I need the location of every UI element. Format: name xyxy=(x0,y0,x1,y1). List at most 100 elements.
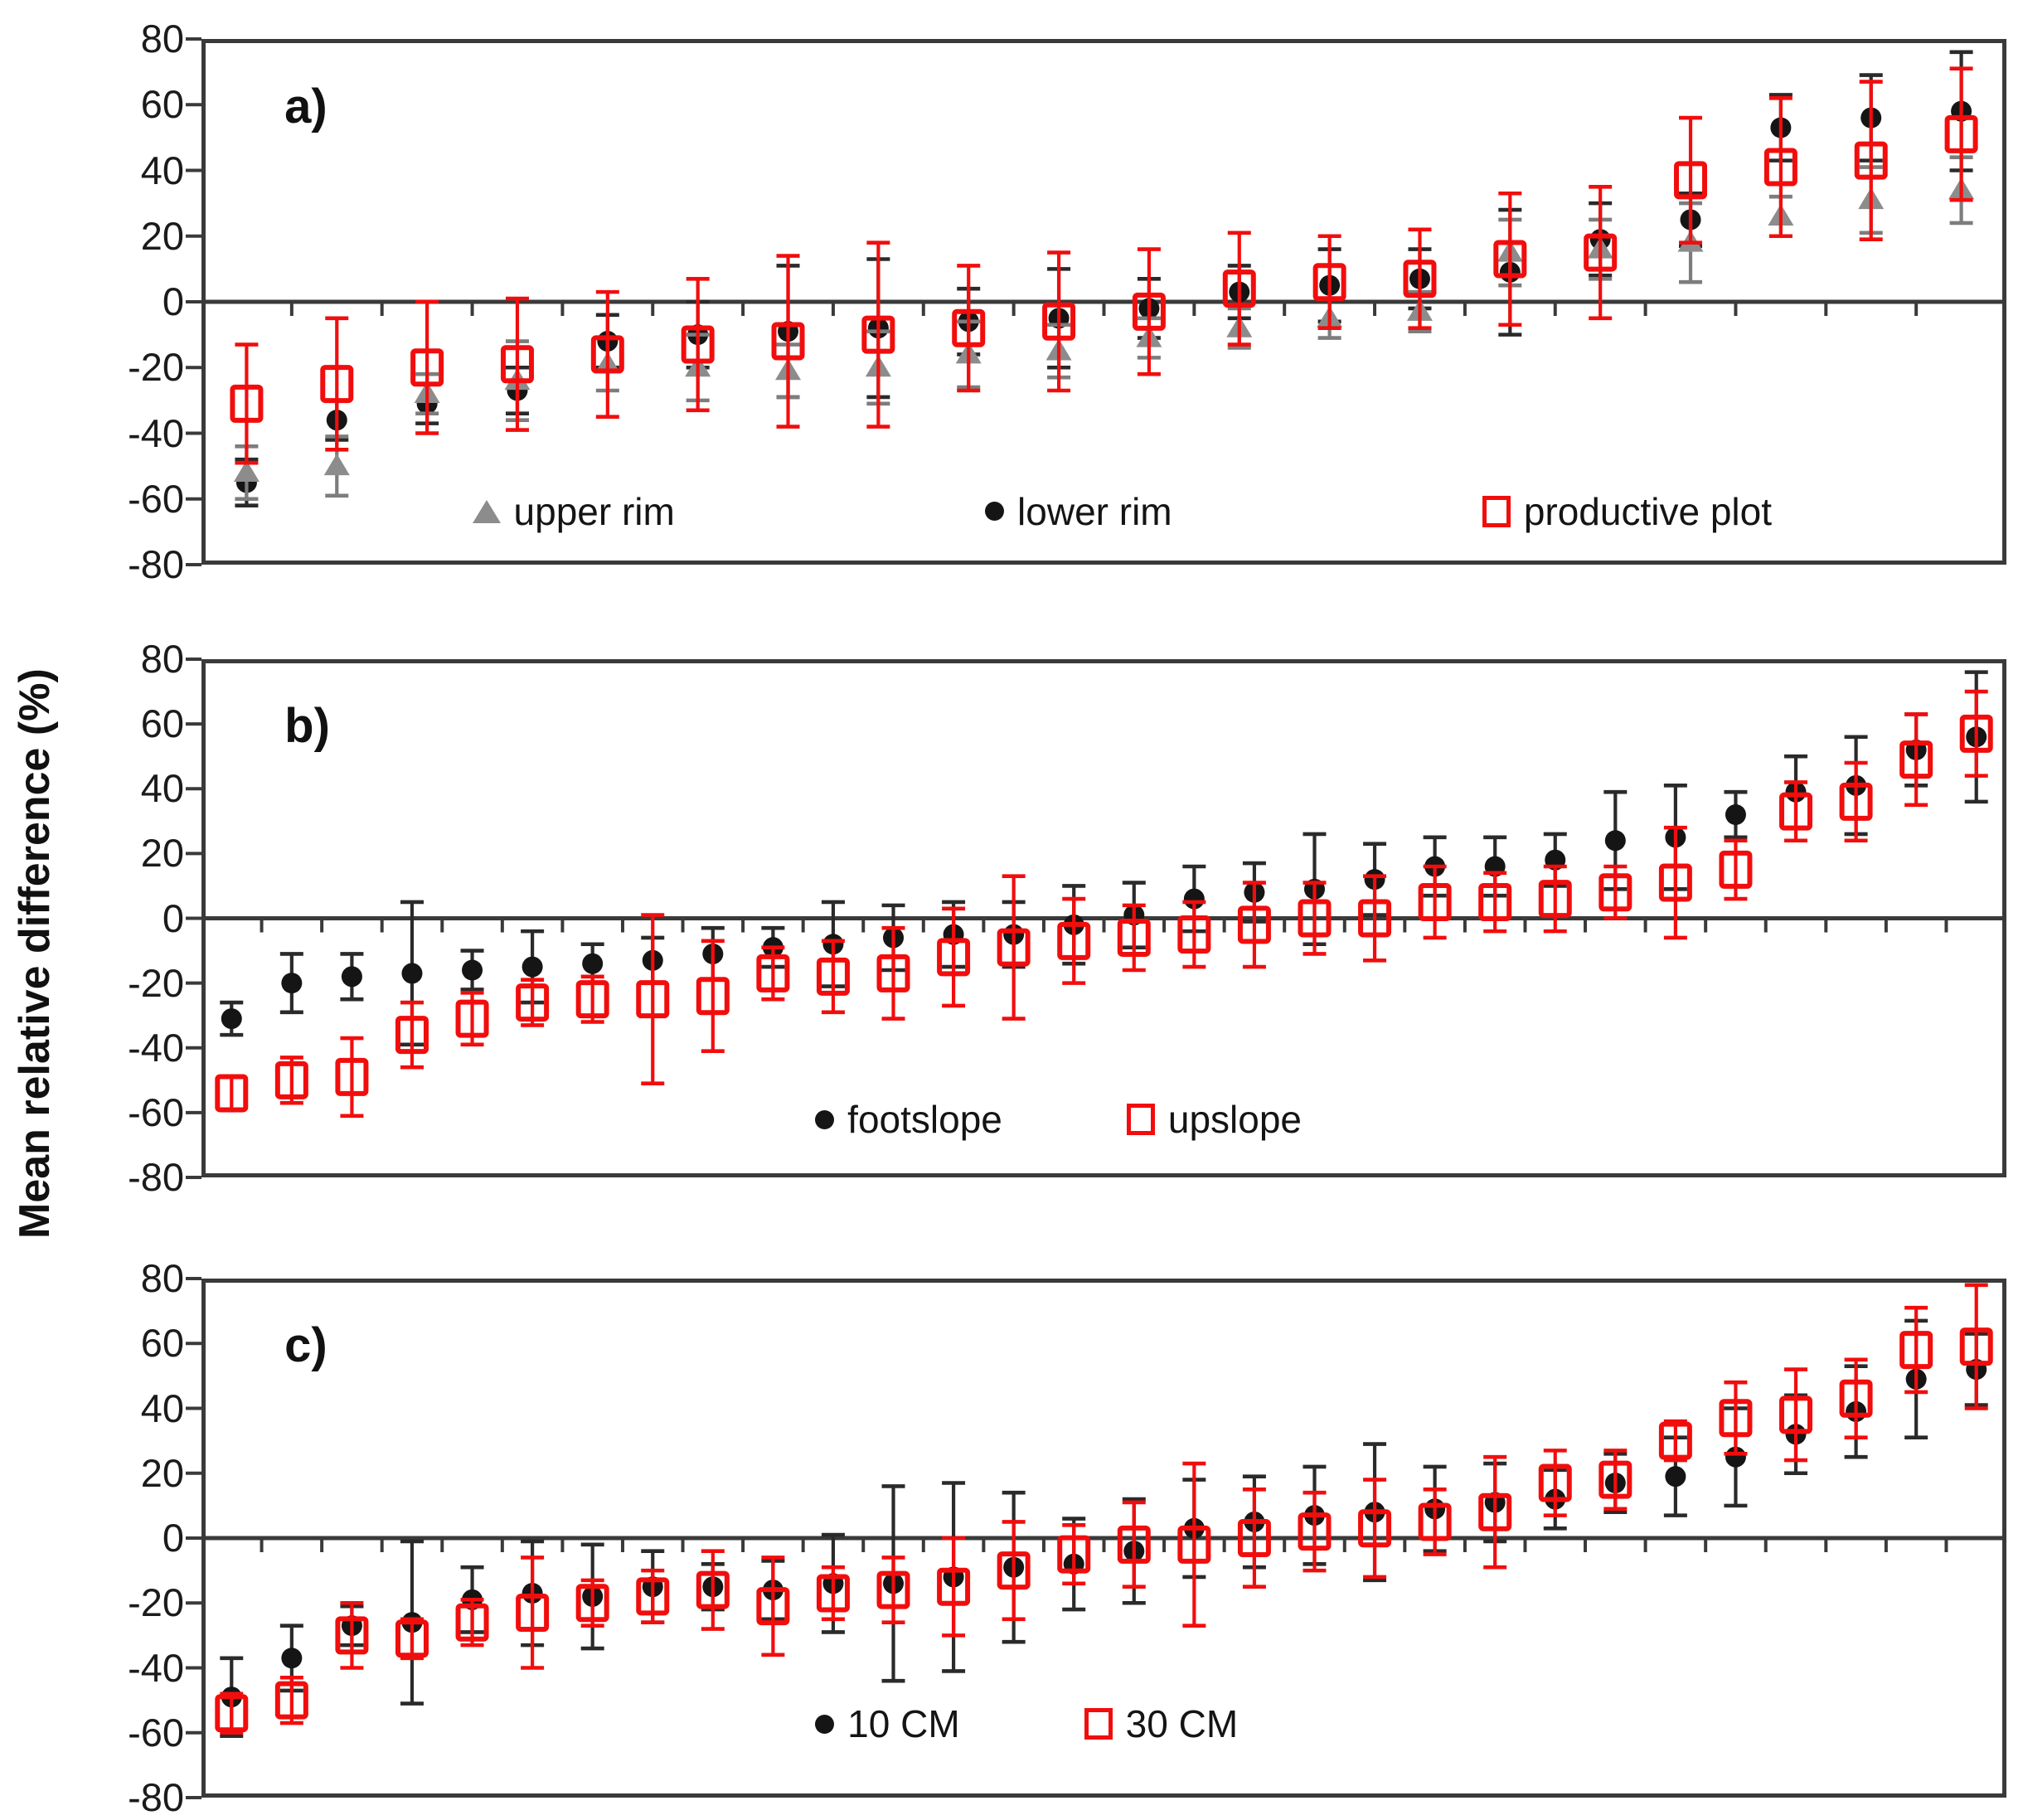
legend-label: lower rim xyxy=(1017,489,1172,533)
legend-label: footslope xyxy=(847,1098,1002,1142)
square-open-marker xyxy=(320,365,354,404)
legend-label: 10 CM xyxy=(847,1702,960,1746)
square-open-marker xyxy=(1658,863,1692,902)
y-tick-label: -80 xyxy=(128,1155,184,1199)
circle-marker xyxy=(341,966,362,988)
x-axis-ticks xyxy=(260,918,1948,933)
y-tick-label: 40 xyxy=(140,1386,184,1430)
legend-circle-icon xyxy=(815,1714,835,1734)
square-open-marker xyxy=(575,980,609,1019)
panel-a: a) upper rim lower rim productive plot xyxy=(186,37,2006,566)
square-open-marker xyxy=(696,1570,730,1609)
y-tick-label: -20 xyxy=(128,1580,184,1625)
square-open-marker xyxy=(816,957,850,996)
legend-label: upper rim xyxy=(513,489,675,533)
y-tick-label: 40 xyxy=(140,148,184,192)
square-open-marker xyxy=(1237,1519,1271,1557)
y-tick-label: -60 xyxy=(128,476,184,521)
y-tick-label: -60 xyxy=(128,1090,184,1134)
square-open-marker xyxy=(1057,921,1091,960)
square-open-marker xyxy=(215,1694,249,1733)
square-open-marker xyxy=(1042,302,1076,341)
square-open-marker xyxy=(1854,141,1888,180)
square-open-marker xyxy=(1719,850,1753,889)
y-tick-label: -80 xyxy=(128,1775,184,1819)
square-open-marker xyxy=(997,1551,1031,1590)
square-open-marker xyxy=(590,335,624,374)
square-open-marker xyxy=(756,954,790,993)
panel-b-plot xyxy=(186,658,2006,1179)
y-tick-label: 80 xyxy=(140,637,184,681)
legend-circle-icon xyxy=(815,1109,835,1129)
square-open-marker xyxy=(274,1681,308,1720)
circle-marker xyxy=(1183,888,1205,910)
square-open-marker xyxy=(410,348,444,387)
square-open-marker xyxy=(500,345,534,384)
legend-circle-icon xyxy=(985,502,1005,522)
square-open-marker xyxy=(1584,233,1618,272)
legend-item-30-cm: 30 CM xyxy=(1084,1705,1238,1743)
square-open-marker xyxy=(274,1060,308,1099)
square-open-marker xyxy=(1117,918,1151,957)
panel-a-letter: a) xyxy=(284,79,327,133)
square-open-marker xyxy=(876,1570,910,1609)
x-axis-ticks xyxy=(260,1538,1948,1552)
square-open-marker xyxy=(1177,1525,1211,1564)
square-open-marker xyxy=(1493,240,1527,279)
panel-a-legend: upper rim lower rim productive plot xyxy=(472,489,1772,533)
square-open-marker xyxy=(952,308,986,347)
legend-label: upslope xyxy=(1167,1098,1303,1142)
square-open-marker xyxy=(1478,1492,1512,1531)
square-open-marker xyxy=(516,983,550,1022)
square-open-marker xyxy=(1763,148,1797,187)
square-open-marker xyxy=(937,938,971,977)
square-open-marker xyxy=(937,1567,971,1606)
series-upper-rim xyxy=(233,155,1975,502)
y-tick-label: 20 xyxy=(140,213,184,258)
legend-item-footslope: footslope xyxy=(815,1100,1002,1138)
legend-item-upper-rim: upper rim xyxy=(472,489,675,533)
y-tick-label: -80 xyxy=(128,542,184,586)
series-30-cm xyxy=(215,1283,1993,1735)
series-productive-plot xyxy=(230,66,1978,465)
square-open-marker xyxy=(1177,915,1211,954)
square-open-marker xyxy=(1538,880,1572,919)
square-open-marker xyxy=(756,1587,790,1626)
circle-marker xyxy=(462,959,483,981)
square-open-marker xyxy=(861,315,895,354)
square-open-marker xyxy=(1599,873,1632,912)
circle-marker xyxy=(1725,1446,1746,1468)
y-tick-label: 40 xyxy=(140,766,184,811)
square-open-marker xyxy=(1117,1525,1151,1564)
legend-square-icon xyxy=(1084,1708,1113,1740)
y-tick-label: -40 xyxy=(128,1645,184,1690)
square-open-marker xyxy=(215,1074,249,1113)
circle-marker xyxy=(281,1648,303,1669)
y-tick-label: 20 xyxy=(140,831,184,876)
circle-marker xyxy=(1604,830,1626,852)
square-open-marker xyxy=(395,1619,429,1658)
square-open-marker xyxy=(1658,1421,1692,1460)
legend-item-lower-rim: lower rim xyxy=(985,493,1172,531)
panel-c-legend: 10 CM 30 CM xyxy=(815,1705,1238,1743)
square-open-marker xyxy=(636,980,670,1019)
square-open-marker xyxy=(1599,1460,1632,1499)
y-tick-label: 0 xyxy=(162,279,184,323)
y-tick-label: 0 xyxy=(162,895,184,940)
square-open-marker xyxy=(997,928,1031,967)
legend-item-10-cm: 10 CM xyxy=(815,1702,960,1746)
panel-a-plot xyxy=(186,37,2006,566)
y-tick-label: 60 xyxy=(140,82,184,127)
square-open-marker xyxy=(1358,899,1392,938)
panel-b-letter: b) xyxy=(284,698,330,753)
square-open-marker xyxy=(1478,882,1512,921)
legend-triangle-icon xyxy=(472,499,501,523)
square-open-marker xyxy=(1959,714,1993,753)
square-open-marker xyxy=(1899,740,1933,779)
circle-marker xyxy=(582,953,604,974)
legend-item-productive-plot: productive plot xyxy=(1482,493,1772,531)
square-open-marker xyxy=(1298,1512,1332,1551)
square-open-marker xyxy=(1899,1331,1933,1370)
series-10-cm xyxy=(220,1318,1988,1738)
legend-label: 30 CM xyxy=(1125,1702,1239,1746)
